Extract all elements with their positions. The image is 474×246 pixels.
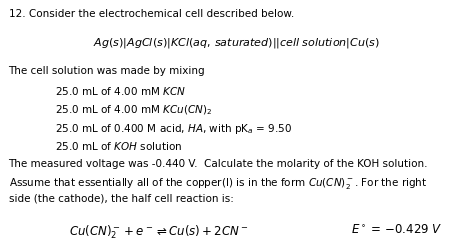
Text: 25.0 mL of $\mathit{KOH}$ solution: 25.0 mL of $\mathit{KOH}$ solution <box>55 140 182 152</box>
Text: Assume that essentially all of the copper(I) is in the form $\mathit{Cu(CN)_2^-}: Assume that essentially all of the coppe… <box>9 176 427 191</box>
Text: 25.0 mL of 0.400 M acid, $\mathit{HA}$, with pK$_a$ = 9.50: 25.0 mL of 0.400 M acid, $\mathit{HA}$, … <box>55 122 292 136</box>
Text: $\mathit{Ag(s)|AgCl(s)|KCl(aq,\,saturated)||cell\;solution|Cu(s)}$: $\mathit{Ag(s)|AgCl(s)|KCl(aq,\,saturate… <box>93 36 381 50</box>
Text: $\mathit{Cu(CN)_2^- + e^- \rightleftharpoons Cu(s) + 2CN^-}$: $\mathit{Cu(CN)_2^- + e^- \rightleftharp… <box>69 224 248 241</box>
Text: 25.0 mL of 4.00 mM $\mathit{KCu(CN)_2}$: 25.0 mL of 4.00 mM $\mathit{KCu(CN)_2}$ <box>55 103 212 117</box>
Text: The measured voltage was -0.440 V.  Calculate the molarity of the KOH solution.: The measured voltage was -0.440 V. Calcu… <box>9 159 428 169</box>
Text: $\mathit{E}$$^\circ$ = $-$0.429 $\mathit{V}$: $\mathit{E}$$^\circ$ = $-$0.429 $\mathit… <box>351 224 442 237</box>
Text: 25.0 mL of 4.00 mM $\mathit{KCN}$: 25.0 mL of 4.00 mM $\mathit{KCN}$ <box>55 85 186 97</box>
Text: The cell solution was made by mixing: The cell solution was made by mixing <box>9 66 205 77</box>
Text: 12. Consider the electrochemical cell described below.: 12. Consider the electrochemical cell de… <box>9 9 294 19</box>
Text: side (the cathode), the half cell reaction is:: side (the cathode), the half cell reacti… <box>9 193 233 203</box>
